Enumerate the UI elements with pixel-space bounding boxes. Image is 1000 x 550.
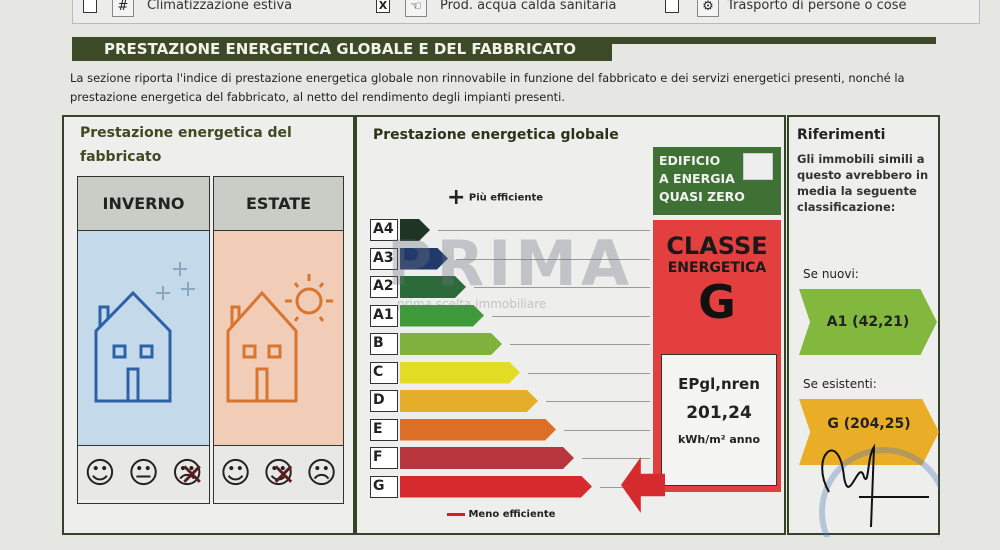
signature-stamp — [819, 443, 939, 537]
nzeb-label-line: QUASI ZERO — [659, 189, 745, 204]
class-bar-C — [400, 362, 520, 384]
nzeb-checkbox[interactable] — [743, 153, 773, 180]
class-title: CLASSE — [666, 232, 768, 260]
air-conditioning-icon: # — [112, 0, 134, 17]
nzeb-label-line: A ENERGIA — [659, 171, 735, 186]
snowflake-icon — [156, 262, 195, 300]
summer-rating: ☺ ☺ ✕ ☹ — [214, 446, 343, 500]
class-bar-A2 — [400, 276, 466, 298]
winter-label: INVERNO — [78, 177, 209, 231]
globale-panel: Prestazione energetica globale + Più eff… — [355, 115, 786, 535]
services-row — [72, 0, 980, 24]
index-value: 201,24 — [686, 403, 752, 423]
summer-label: ESTATE — [214, 177, 343, 231]
section-title-rule — [600, 37, 936, 44]
energy-class-box: CLASSE ENERGETICA G EPgl,nren 201,24 kWh… — [653, 220, 781, 492]
neutral-face-icon: 😐︎ — [127, 455, 160, 491]
hot-water-tap-icon: ☜ — [405, 0, 427, 17]
class-line — [456, 258, 650, 260]
index-box: EPgl,nren 201,24 kWh/m² anno — [661, 354, 777, 486]
class-bar-A1 — [400, 305, 484, 327]
service-checkbox[interactable] — [83, 0, 97, 13]
index-unit: kWh/m² anno — [677, 433, 761, 446]
existing-class-arrow: G (204,25) — [799, 399, 939, 465]
winter-box: INVERNO ☺ 😐︎ ☹ ✕ — [77, 176, 210, 504]
riferimenti-text: Gli immobili simili a questo avrebbero i… — [797, 152, 929, 214]
riferimenti-panel: Riferimenti Gli immobili simili a questo… — [787, 115, 940, 537]
winter-house-icon — [94, 262, 195, 403]
summer-area — [214, 231, 343, 446]
class-line — [492, 315, 650, 317]
class-bar-F — [400, 447, 574, 469]
section-title: PRESTAZIONE ENERGETICA GLOBALE E DEL FAB… — [72, 37, 612, 61]
class-line — [510, 344, 650, 345]
happy-face-icon: ☺ — [219, 455, 252, 491]
plus-icon: + — [447, 185, 466, 210]
more-efficient-label: + Più efficiente — [447, 185, 544, 210]
service-label: Climatizzazione estiva — [147, 0, 293, 13]
class-line — [438, 230, 650, 231]
class-bar-E — [400, 419, 556, 441]
service-label: Trasporto di persone o cose — [727, 0, 907, 13]
sad-face-icon: ☹ — [305, 455, 338, 491]
existing-label: Se esistenti: — [803, 377, 877, 391]
class-label-F: F — [370, 447, 398, 469]
class-line — [528, 372, 650, 374]
class-subtitle: ENERGETICA — [667, 260, 767, 276]
class-bar-A4 — [400, 219, 430, 241]
class-bar-B — [400, 333, 502, 355]
minus-icon — [447, 512, 465, 516]
new-class-arrow: A1 (42,21) — [799, 289, 937, 355]
sad-face-crossed-icon: ☹ ✕ — [171, 455, 205, 493]
watermark-tagline: prima scelta immobiliare — [397, 297, 547, 311]
fabbricato-title: Prestazione energetica del fabbricato — [80, 125, 292, 165]
winter-rating: ☺ 😐︎ ☹ ✕ — [78, 446, 209, 500]
class-bar-G — [400, 476, 592, 498]
check-mark: X — [378, 0, 388, 12]
nzeb-label-line: EDIFICIO — [659, 153, 721, 168]
section-description: La sezione riporta l'indice di prestazio… — [70, 71, 905, 104]
happy-face-icon: ☺ — [84, 455, 116, 491]
summer-box: ESTATE ☺ ☺ ✕ ☹ — [213, 176, 344, 504]
class-label-B: B — [370, 333, 398, 355]
class-label-G: G — [370, 475, 398, 498]
class-value: G — [698, 275, 736, 329]
class-label-A2: A2 — [370, 276, 398, 298]
gear-icon: ⚙ — [697, 0, 719, 17]
class-label-D: D — [370, 390, 398, 412]
riferimenti-title: Riferimenti — [797, 127, 886, 143]
service-label: Prod. acqua calda sanitaria — [440, 0, 617, 13]
nzeb-box: EDIFICIO A ENERGIA QUASI ZERO — [653, 147, 781, 215]
class-label-C: C — [370, 361, 398, 384]
globale-title: Prestazione energetica globale — [373, 127, 619, 143]
service-checkbox[interactable] — [665, 0, 679, 13]
class-label-E: E — [370, 418, 398, 441]
winter-area — [78, 231, 209, 446]
less-efficient-label: Meno efficiente — [447, 509, 555, 520]
class-line — [474, 287, 650, 288]
class-line — [546, 401, 650, 402]
fabbricato-panel: Prestazione energetica del fabbricato IN… — [62, 115, 355, 535]
class-bar-D — [400, 390, 538, 412]
class-label-A4: A4 — [370, 219, 398, 241]
class-label-A3: A3 — [370, 247, 398, 270]
new-label: Se nuovi: — [803, 267, 859, 281]
class-line — [582, 458, 650, 459]
watermark-logo: PRIMA — [387, 227, 633, 300]
summer-house-icon — [226, 274, 333, 403]
class-label-A1: A1 — [370, 304, 398, 327]
class-bar-A3 — [400, 248, 448, 270]
sun-icon — [295, 287, 323, 315]
index-label: EPgl,nren — [678, 375, 760, 393]
service-checkbox[interactable]: X — [376, 0, 390, 13]
class-line — [564, 429, 650, 431]
neutral-face-crossed-icon: ☺ ✕ — [262, 455, 296, 493]
